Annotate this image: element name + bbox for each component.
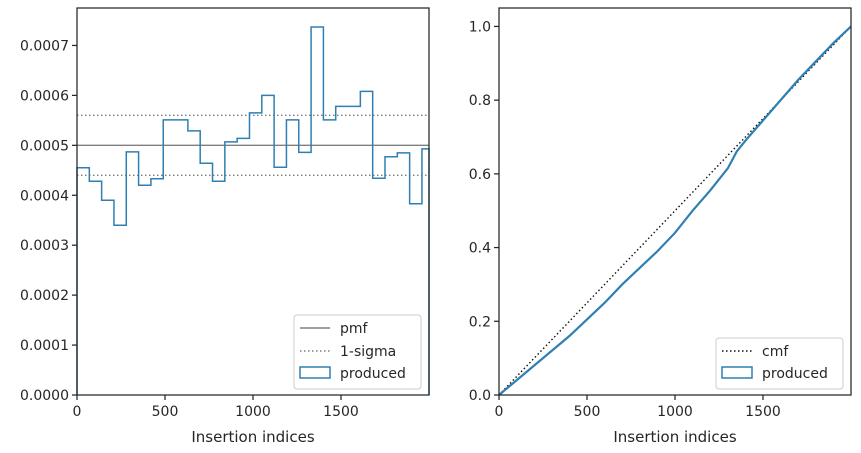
reference-lines <box>77 114 429 176</box>
legend-label-1-sigma: 1-sigma <box>340 344 396 360</box>
x-ticks: 0 500 1000 1500 <box>495 395 781 420</box>
y-tick-label: 0.0004 <box>20 188 69 204</box>
x-tick-label: 1000 <box>235 404 271 420</box>
legend-label-produced: produced <box>340 366 406 382</box>
legend-frame <box>715 337 844 390</box>
x-tick-label: 500 <box>574 404 601 420</box>
series-group <box>498 25 852 396</box>
legend-label-produced: produced <box>762 366 828 382</box>
y-tick-label: 0.0003 <box>20 238 69 254</box>
legend: cmf produced <box>715 337 844 390</box>
x-tick-label: 1500 <box>745 404 781 420</box>
x-tick-label: 0 <box>495 404 504 420</box>
legend-swatch-produced <box>299 366 331 379</box>
y-tick-label: 0.8 <box>469 93 491 109</box>
y-tick-label: 0.0006 <box>20 88 69 104</box>
x-tick-label: 1500 <box>323 404 359 420</box>
y-tick-label: 0.4 <box>469 241 491 257</box>
histogram-chart: 0 500 1000 1500 0.00000.00010.00020.00030.0… <box>20 7 430 446</box>
y-tick-label: 0.0001 <box>20 338 69 354</box>
x-ticks: 0 500 1000 1500 <box>73 395 359 420</box>
legend-frame <box>293 314 422 390</box>
x-tick-label: 500 <box>152 404 179 420</box>
x-axis-label: Insertion indices <box>191 428 314 446</box>
histogram-step-produced <box>76 26 430 395</box>
series-group <box>76 26 430 395</box>
plot-area <box>499 8 851 395</box>
y-tick-label: 0.0007 <box>20 38 69 54</box>
x-axis-label: Insertion indices <box>613 428 736 446</box>
y-tick-label: 0.0002 <box>20 288 69 304</box>
y-tick-label: 0.0000 <box>20 388 69 404</box>
legend: pmf 1-sigma produced <box>293 314 422 390</box>
y-tick-label: 0.0005 <box>20 138 69 154</box>
legend-swatch-produced <box>721 366 753 379</box>
y-ticks: 0.0 0.2 0.4 0.6 0.8 1.0 <box>469 19 499 404</box>
y-tick-label: 0.0 <box>469 388 491 404</box>
y-tick-label: 0.2 <box>469 314 491 330</box>
legend-label-pmf: pmf <box>340 321 369 337</box>
cumulative-chart: 0 500 1000 1500 0.0 0.2 0.4 0.6 0.8 1.0 Insertio… <box>469 7 852 446</box>
y-tick-label: 1.0 <box>469 19 491 35</box>
x-tick-label: 1000 <box>657 404 693 420</box>
series-line-produced <box>498 25 852 396</box>
y-tick-label: 0.6 <box>469 167 491 183</box>
x-tick-label: 0 <box>73 404 82 420</box>
y-ticks: 0.0000 0.0001 0.0002 0.0003 0.0004 0.0005 0.00… <box>20 38 77 404</box>
legend-label-cmf: cmf <box>762 344 789 360</box>
